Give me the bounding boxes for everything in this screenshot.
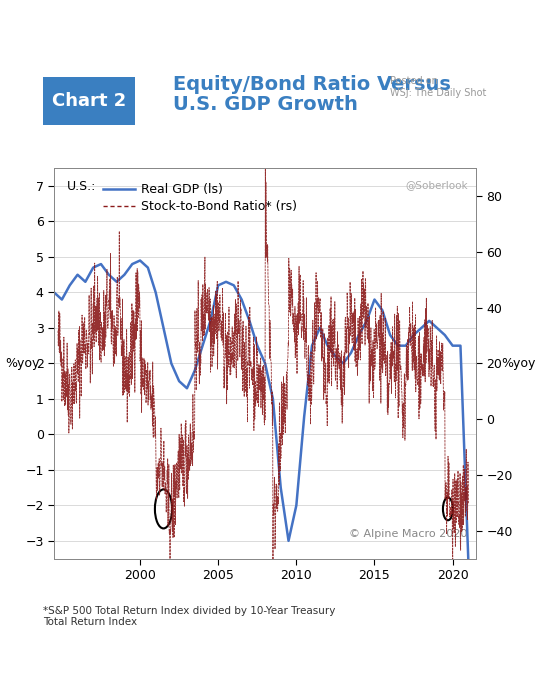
Text: WSJ: The Daily Shot: WSJ: The Daily Shot xyxy=(390,87,486,98)
Text: %yoy: %yoy xyxy=(5,357,40,370)
Text: Posted on: Posted on xyxy=(390,76,437,86)
Legend: Real GDP (ls), Stock-to-Bond Ratio* (rs): Real GDP (ls), Stock-to-Bond Ratio* (rs) xyxy=(98,178,302,218)
Text: Equity/Bond Ratio Versus: Equity/Bond Ratio Versus xyxy=(173,75,451,94)
Text: @Soberlook: @Soberlook xyxy=(405,180,467,190)
Text: © Alpine Macro 2020: © Alpine Macro 2020 xyxy=(349,529,467,539)
Text: Chart 2: Chart 2 xyxy=(52,92,127,110)
Text: U.S.:: U.S.: xyxy=(67,180,96,193)
Text: U.S. GDP Growth: U.S. GDP Growth xyxy=(173,95,358,114)
Text: %yoy: %yoy xyxy=(501,357,536,370)
Text: *S&P 500 Total Return Index divided by 10-Year Treasury
Total Return Index: *S&P 500 Total Return Index divided by 1… xyxy=(43,606,335,627)
